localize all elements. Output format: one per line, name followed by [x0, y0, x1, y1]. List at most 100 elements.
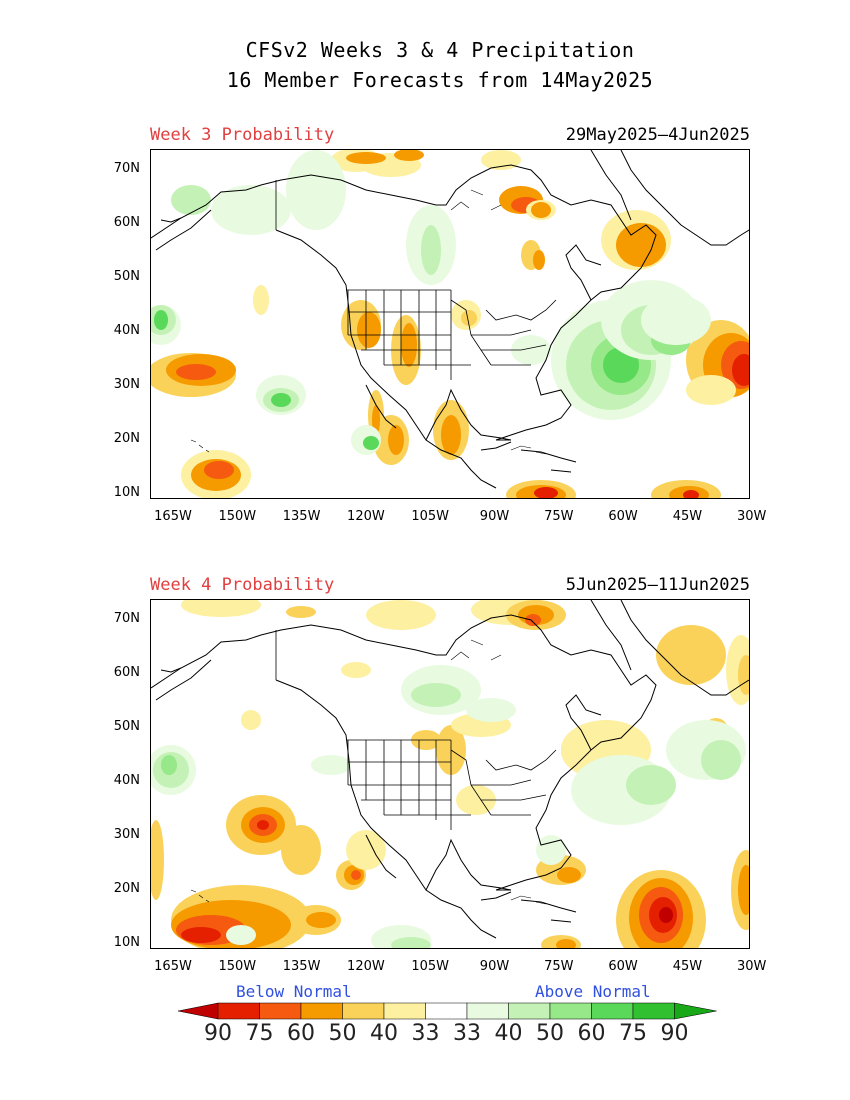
- probability-contour: [171, 185, 211, 215]
- probability-contour: [181, 927, 221, 943]
- longitude-label: 60W: [608, 509, 638, 524]
- legend-swatch: [342, 1002, 385, 1020]
- probability-contour: [556, 939, 576, 948]
- below-normal-label: Below Normal: [236, 982, 352, 1001]
- probability-contour: [525, 614, 541, 626]
- longitude-label: 60W: [608, 959, 638, 974]
- probability-contour: [281, 825, 321, 875]
- longitude-label: 135W: [282, 959, 321, 974]
- probability-contour: [286, 606, 316, 618]
- probability-contour: [161, 755, 177, 775]
- probability-contour: [401, 323, 417, 367]
- probability-contour: [253, 285, 269, 315]
- week3-panel-label: Week 3 Probability: [150, 125, 335, 145]
- longitude-label: 90W: [479, 959, 510, 974]
- week3-date-range: 29May2025—4Jun2025: [565, 125, 750, 145]
- latitude-label: 70N: [113, 611, 140, 626]
- latitude-label: 10N: [113, 485, 140, 500]
- longitude-label: 165W: [154, 509, 192, 524]
- longitude-label: 120W: [347, 959, 385, 974]
- week3-probability-map: [150, 149, 750, 499]
- probability-contour: [421, 225, 441, 275]
- latitude-label: 70N: [113, 161, 140, 176]
- map-layer: [151, 150, 749, 498]
- latitude-label: 40N: [113, 323, 140, 338]
- probability-contour: [686, 375, 736, 405]
- probability-contour: [534, 487, 558, 498]
- probability-contour: [441, 415, 461, 455]
- longitude-label: 90W: [479, 509, 510, 524]
- probability-contour: [241, 710, 261, 730]
- longitude-label: 150W: [218, 959, 257, 974]
- legend-swatch: [383, 1002, 426, 1020]
- legend-swatch: [466, 1002, 509, 1020]
- state-borders: [275, 630, 557, 830]
- legend-value: 40: [494, 1021, 523, 1046]
- longitude-label: 45W: [672, 959, 703, 974]
- week4-probability-map: [150, 599, 750, 949]
- probability-contour: [346, 830, 386, 870]
- legend-swatch: [508, 1002, 551, 1020]
- probability-contour: [641, 295, 711, 345]
- probability-contour: [557, 867, 581, 883]
- island-outlines: [190, 639, 547, 905]
- probability-contour: [461, 310, 477, 326]
- legend-value: 75: [619, 1021, 647, 1046]
- legend-arrow-right: [674, 1002, 717, 1020]
- probability-contour: [738, 865, 749, 915]
- legend-value: 90: [660, 1021, 689, 1046]
- longitude-label: 165W: [154, 959, 192, 974]
- longitude-label: 30W: [736, 509, 767, 524]
- week4-panel-label: Week 4 Probability: [150, 575, 335, 595]
- probability-contour: [357, 312, 381, 348]
- latitude-label: 40N: [113, 773, 140, 788]
- week4-date-range: 5Jun2025—11Jun2025: [565, 575, 750, 595]
- probability-contour: [533, 250, 545, 270]
- legend-value: 50: [536, 1021, 564, 1046]
- probability-contour: [732, 354, 749, 386]
- probability-contour: [391, 937, 431, 948]
- probability-contour: [536, 835, 566, 865]
- legend-value: 33: [411, 1021, 440, 1046]
- probability-contour: [511, 335, 551, 365]
- probability-contour: [388, 425, 404, 455]
- probability-contour: [701, 740, 741, 780]
- longitude-label: 75W: [544, 509, 574, 524]
- coastlines: [151, 600, 749, 939]
- probability-contour: [204, 461, 234, 479]
- probability-contour: [616, 223, 666, 267]
- probability-contour: [683, 490, 699, 498]
- probability-contour: [154, 310, 168, 330]
- probability-contour: [151, 820, 164, 900]
- legend-value: 50: [328, 1021, 357, 1046]
- probability-contour: [363, 436, 379, 450]
- probability-contour: [311, 755, 351, 775]
- probability-contour: [286, 150, 346, 230]
- coastlines: [151, 150, 749, 489]
- probability-contour: [531, 202, 551, 218]
- legend-swatch: [425, 1002, 468, 1020]
- probability-contour: [176, 364, 216, 380]
- latitude-label: 20N: [113, 431, 140, 446]
- color-legend-bar: [177, 1002, 717, 1020]
- probability-contour: [341, 662, 371, 678]
- legend-arrow-left: [177, 1002, 219, 1020]
- legend-value: 40: [370, 1021, 398, 1046]
- longitude-label: 30W: [736, 959, 767, 974]
- probability-contour: [656, 625, 726, 685]
- probability-contour: [466, 698, 516, 722]
- probability-contour: [306, 912, 336, 928]
- latitude-label: 30N: [113, 377, 140, 392]
- probability-contour: [659, 907, 673, 923]
- state-borders: [275, 180, 557, 380]
- probability-contour: [226, 925, 256, 945]
- map-layer: [151, 600, 749, 948]
- legend-swatch: [632, 1002, 675, 1020]
- probability-contour: [351, 870, 361, 880]
- legend-value: 90: [204, 1021, 232, 1046]
- probability-contour: [257, 820, 269, 830]
- chart-title-line1: CFSv2 Weeks 3 & 4 Precipitation: [245, 38, 635, 62]
- legend-swatch: [259, 1002, 302, 1020]
- legend-swatch: [217, 1002, 260, 1020]
- longitude-label: 105W: [411, 959, 450, 974]
